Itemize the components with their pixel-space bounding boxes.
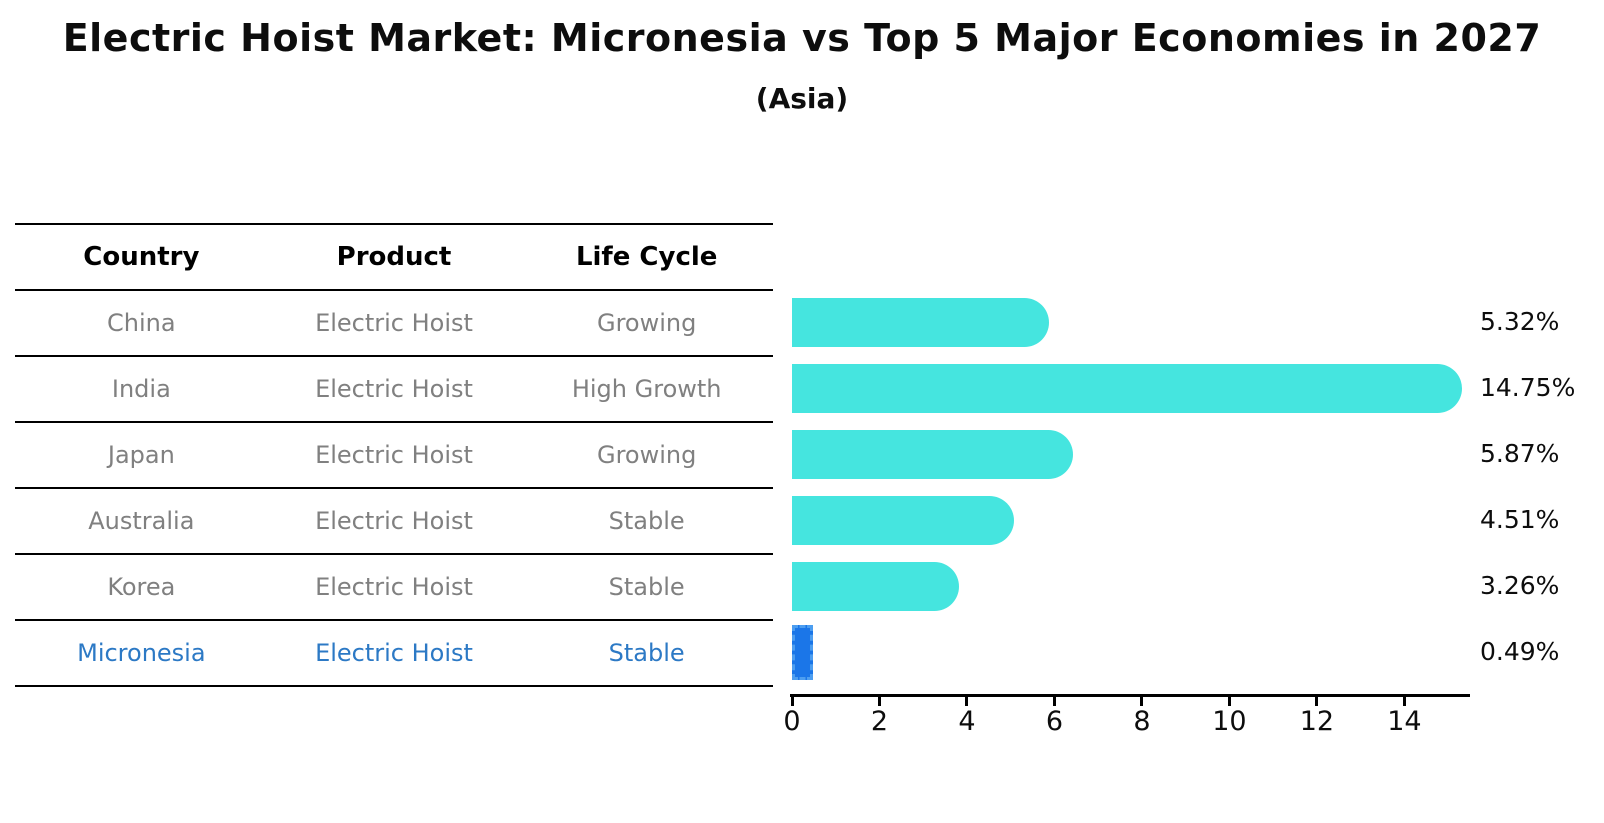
bar-australia bbox=[792, 495, 1014, 545]
cell-country: Australia bbox=[88, 507, 195, 535]
chart-subtitle: (Asia) bbox=[755, 82, 849, 115]
bar-micronesia bbox=[792, 624, 814, 680]
value-label-korea: 3.26% bbox=[1480, 571, 1560, 600]
cell-country: Korea bbox=[107, 573, 176, 601]
x-tick-label-12: 12 bbox=[1299, 706, 1335, 737]
x-tick-label-0: 0 bbox=[783, 706, 801, 737]
value-label-japan: 5.87% bbox=[1480, 439, 1560, 468]
value-label-china: 5.32% bbox=[1480, 307, 1560, 336]
x-tick-mark-4 bbox=[965, 697, 969, 706]
table-row-china: China Electric Hoist Growing bbox=[15, 291, 773, 357]
table-row-japan: Japan Electric Hoist Growing bbox=[15, 423, 773, 489]
table-row-india: India Electric Hoist High Growth bbox=[15, 357, 773, 423]
table-header-product: Product bbox=[336, 242, 452, 272]
x-tick-label-8: 8 bbox=[1133, 706, 1151, 737]
bar-china bbox=[792, 297, 1050, 347]
cell-product: Electric Hoist bbox=[315, 507, 473, 535]
x-tick-mark-0 bbox=[790, 697, 794, 706]
table-body: China Electric Hoist Growing India Electric … bbox=[15, 291, 773, 687]
cell-product: Electric Hoist bbox=[315, 573, 473, 601]
x-tick-mark-6 bbox=[1052, 697, 1056, 706]
cell-life-cycle: Stable bbox=[608, 507, 685, 535]
table-row-micronesia: Micronesia Electric Hoist Stable bbox=[15, 621, 773, 687]
cell-life-cycle: Growing bbox=[596, 309, 697, 337]
x-tick-mark-10 bbox=[1227, 697, 1231, 706]
table-header-country: Country bbox=[83, 242, 200, 272]
table-header-row: Country Product Life Cycle bbox=[15, 225, 773, 291]
bar-japan bbox=[792, 429, 1074, 479]
cell-country: Micronesia bbox=[77, 639, 206, 667]
value-label-india: 14.75% bbox=[1480, 373, 1576, 402]
x-tick-label-6: 6 bbox=[1045, 706, 1064, 737]
country-table: Country Product Life Cycle China Electric H… bbox=[15, 223, 773, 687]
x-tick-mark-8 bbox=[1140, 697, 1144, 706]
x-tick-label-4: 4 bbox=[958, 706, 976, 737]
bar-india bbox=[792, 363, 1462, 413]
x-axis-line bbox=[790, 694, 1470, 697]
cell-life-cycle: High Growth bbox=[571, 375, 722, 403]
x-tick-mark-12 bbox=[1315, 697, 1319, 706]
table-row-australia: Australia Electric Hoist Stable bbox=[15, 489, 773, 555]
cell-country: India bbox=[111, 375, 171, 403]
bar-korea bbox=[792, 561, 960, 611]
x-tick-mark-2 bbox=[877, 697, 881, 706]
table-header-life-cycle: Life Cycle bbox=[575, 242, 718, 272]
x-tick-label-10: 10 bbox=[1212, 706, 1247, 737]
cell-life-cycle: Stable bbox=[608, 573, 685, 601]
cell-product: Electric Hoist bbox=[315, 309, 473, 337]
x-tick-label-14: 14 bbox=[1387, 706, 1422, 737]
cell-product: Electric Hoist bbox=[315, 375, 473, 403]
value-label-australia: 4.51% bbox=[1480, 505, 1560, 534]
cell-life-cycle: Stable bbox=[608, 639, 685, 667]
cell-product: Electric Hoist bbox=[315, 441, 473, 469]
table-row-korea: Korea Electric Hoist Stable bbox=[15, 555, 773, 621]
x-tick-mark-14 bbox=[1402, 697, 1406, 706]
cell-country: Japan bbox=[107, 441, 175, 469]
cell-product: Electric Hoist bbox=[315, 639, 473, 667]
x-tick-label-2: 2 bbox=[870, 706, 889, 737]
value-label-micronesia: 0.49% bbox=[1480, 637, 1560, 666]
cell-country: China bbox=[107, 309, 176, 337]
cell-life-cycle: Growing bbox=[596, 441, 697, 469]
chart-title: Electric Hoist Market: Micronesia vs Top… bbox=[62, 16, 1542, 60]
